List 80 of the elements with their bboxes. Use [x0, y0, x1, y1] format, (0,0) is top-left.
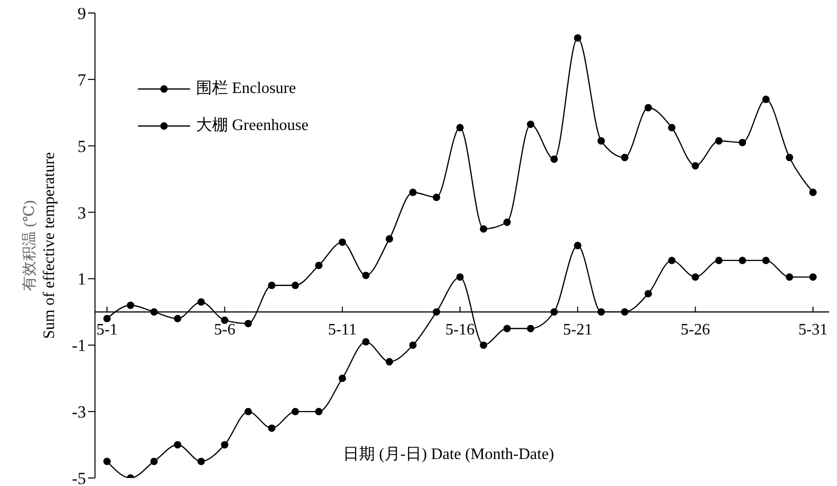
point — [386, 358, 394, 366]
point — [668, 124, 676, 132]
point — [786, 154, 794, 162]
y-tick-label: 7 — [78, 70, 86, 90]
point — [292, 282, 299, 290]
point — [480, 225, 488, 233]
point — [315, 408, 322, 416]
point — [432, 194, 440, 202]
point — [786, 273, 794, 281]
point — [668, 256, 676, 264]
point — [386, 235, 394, 243]
point — [103, 458, 111, 466]
point — [409, 341, 417, 349]
point — [197, 458, 205, 466]
x-tick-label: 5-16 — [445, 322, 475, 339]
point — [409, 188, 417, 196]
point — [574, 34, 582, 42]
point — [103, 314, 111, 322]
point — [174, 441, 182, 448]
point — [150, 308, 158, 316]
point — [432, 308, 440, 316]
point — [503, 324, 511, 332]
point — [456, 273, 464, 281]
point — [715, 137, 723, 145]
legend-label: 大棚 Greenhouse — [196, 116, 308, 136]
x-tick-label: 5-21 — [563, 322, 592, 339]
point — [644, 290, 652, 298]
point — [598, 137, 605, 145]
point — [268, 424, 276, 432]
point — [220, 441, 228, 448]
point — [809, 273, 817, 281]
y-tick-label: -1 — [72, 336, 86, 356]
point — [197, 298, 205, 306]
y-tick-label: 5 — [78, 136, 86, 156]
point — [692, 273, 700, 281]
y-tick-label: 9 — [78, 4, 86, 24]
point — [692, 162, 700, 170]
point — [126, 302, 134, 309]
y-tick-label: 1 — [78, 270, 86, 289]
x-axis-title: 日期 (月-日) Date (Month-Date) — [342, 445, 556, 465]
y-tick-label: -5 — [72, 469, 86, 486]
point — [362, 338, 370, 346]
point — [292, 408, 299, 416]
x-tick-label: 5-26 — [680, 322, 710, 339]
point — [598, 308, 605, 316]
point — [526, 120, 534, 128]
legend-label: 围栏 Enclosure — [196, 79, 296, 99]
y-tick-label: 3 — [78, 203, 86, 222]
x-tick-label: 5-6 — [214, 322, 236, 339]
point — [220, 316, 228, 324]
point — [362, 272, 370, 280]
point — [644, 104, 652, 112]
x-tick-label: 5-1 — [96, 322, 118, 339]
point — [550, 155, 558, 163]
point — [621, 308, 628, 316]
point — [456, 124, 464, 132]
point — [526, 324, 534, 332]
point — [480, 341, 488, 349]
y-tick-label: -3 — [72, 402, 86, 422]
point — [174, 314, 182, 322]
x-tick-label: 5-11 — [328, 322, 357, 339]
y-axis-title: 有效积温 (℃) Sum of effective temperature — [21, 152, 58, 339]
point — [762, 256, 770, 264]
point — [738, 256, 746, 264]
point — [503, 218, 511, 226]
point — [338, 374, 346, 382]
point — [268, 282, 276, 290]
point — [574, 242, 582, 250]
point — [762, 96, 770, 104]
point — [621, 154, 628, 162]
point — [244, 320, 252, 328]
point — [550, 308, 558, 316]
point — [809, 188, 817, 196]
point — [715, 256, 723, 264]
point — [738, 138, 746, 146]
point — [338, 238, 346, 246]
x-tick-label: 5-31 — [798, 322, 828, 339]
point — [315, 262, 322, 270]
point — [244, 408, 252, 416]
point — [150, 458, 158, 466]
